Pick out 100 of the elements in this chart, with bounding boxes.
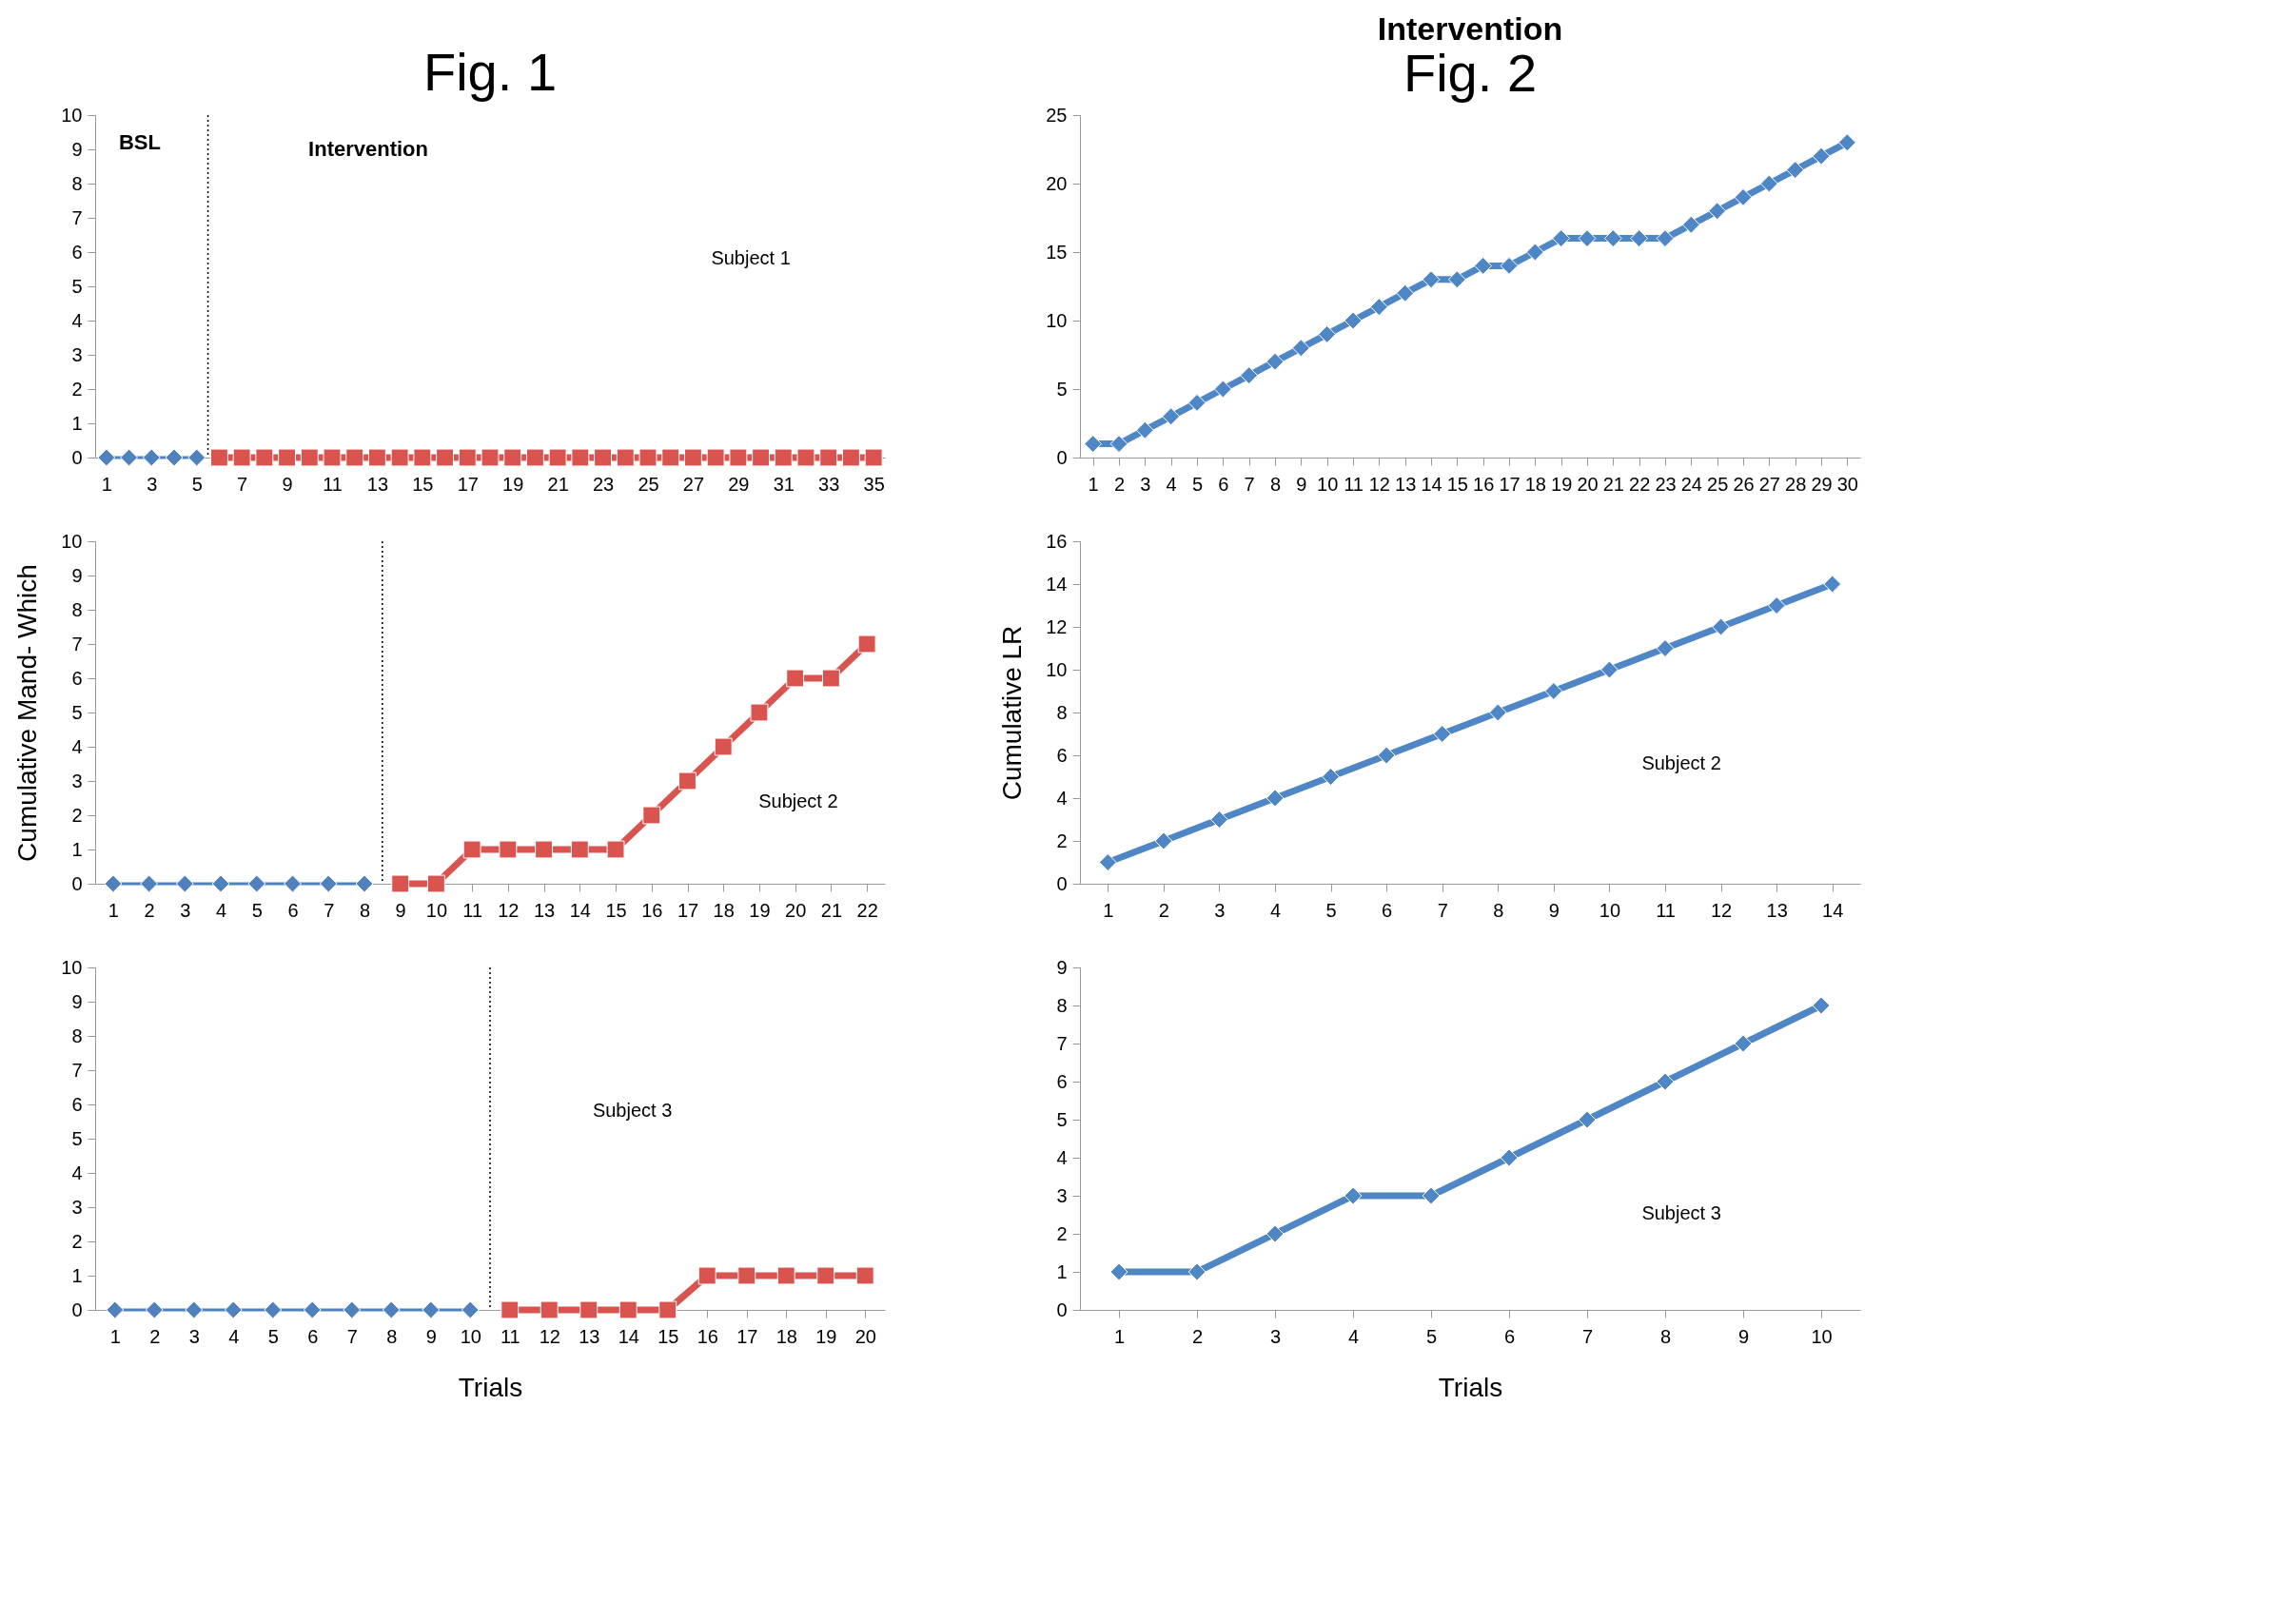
x-tick-label: 9 (282, 473, 293, 495)
x-tick-label: 4 (1347, 1325, 1360, 1347)
x-tick-label: 2 (149, 1325, 161, 1347)
x-tick-label: 13 (1766, 899, 1788, 921)
x-tick-label: 5 (191, 473, 203, 495)
y-tick-label: 5 (71, 275, 83, 297)
y-tick-label: 4 (1056, 787, 1068, 809)
y-tick-label: 6 (1056, 1070, 1068, 1092)
y-tick-label: 12 (1046, 615, 1068, 637)
y-tick-label: 4 (71, 309, 83, 331)
x-tick-label: 19 (1551, 473, 1573, 495)
y-tick-label: 4 (71, 735, 83, 757)
x-tick-label: 3 (1214, 899, 1226, 921)
x-tick-label: 12 (498, 899, 520, 921)
y-tick-label: 3 (71, 1196, 83, 1218)
y-tick-label: 8 (1056, 994, 1068, 1016)
x-tick-label: 31 (773, 473, 795, 495)
x-axis-title: Trials (1438, 1372, 1503, 1402)
y-tick-label: 3 (71, 343, 83, 365)
x-tick-label: 10 (1811, 1325, 1833, 1347)
x-tick-label: 12 (1368, 473, 1390, 495)
x-tick-label: 11 (323, 473, 343, 495)
y-tick-label: 8 (1056, 701, 1068, 723)
y-tick-label: 4 (1056, 1146, 1068, 1168)
y-tick-label: 20 (1046, 172, 1068, 194)
x-tick-label: 9 (395, 899, 406, 921)
x-tick-label: 16 (1473, 473, 1495, 495)
y-tick-label: 7 (71, 633, 83, 654)
x-tick-label: 16 (697, 1325, 718, 1347)
x-tick-label: 16 (641, 899, 663, 921)
x-tick-label: 3 (180, 899, 191, 921)
x-tick-label: 9 (1548, 899, 1560, 921)
y-tick-label: 8 (71, 1025, 83, 1046)
x-tick-label: 18 (1524, 473, 1546, 495)
x-tick-label: 18 (775, 1325, 797, 1347)
x-tick-label: 14 (1421, 473, 1442, 495)
x-tick-label: 20 (1577, 473, 1599, 495)
x-tick-label: 28 (1785, 473, 1807, 495)
y-tick-label: 5 (1056, 1108, 1068, 1130)
x-tick-label: 11 (1656, 899, 1676, 921)
x-tick-label: 13 (533, 899, 556, 921)
x-tick-label: 4 (1269, 899, 1282, 921)
y-tick-label: 1 (1056, 1260, 1068, 1282)
y-tick-label: 0 (1056, 1298, 1068, 1320)
y-tick-label: 10 (61, 956, 83, 978)
x-tick-label: 17 (457, 473, 479, 495)
x-tick-label: 5 (1425, 1325, 1438, 1347)
x-tick-label: 9 (425, 1325, 437, 1347)
x-tick-label: 6 (307, 1325, 319, 1347)
x-tick-label: 29 (1811, 473, 1833, 495)
x-tick-label: 24 (1680, 473, 1702, 495)
x-axis-title: Trials (458, 1372, 523, 1402)
annotation: Subject 2 (1641, 752, 1721, 773)
x-tick-label: 3 (147, 473, 158, 495)
x-tick-label: 13 (366, 473, 389, 495)
x-tick-label: 7 (1581, 1325, 1594, 1347)
y-tick-label: 5 (1056, 378, 1068, 400)
x-tick-label: 2 (1113, 473, 1126, 495)
x-tick-label: 26 (1733, 473, 1755, 495)
x-tick-label: 3 (188, 1325, 200, 1347)
x-tick-label: 11 (1344, 473, 1364, 495)
x-tick-label: 1 (1088, 473, 1099, 495)
annotation: Intervention (308, 137, 429, 161)
x-tick-label: 15 (1446, 473, 1468, 495)
x-tick-label: 29 (728, 473, 750, 495)
y-tick-label: 10 (61, 530, 83, 552)
y-tick-label: 9 (1056, 956, 1068, 978)
x-tick-label: 4 (228, 1325, 240, 1347)
y-tick-label: 5 (71, 1127, 83, 1149)
y-tick-label: 9 (71, 990, 83, 1012)
y-tick-label: 9 (71, 564, 83, 586)
x-tick-label: 25 (1707, 473, 1729, 495)
x-tick-label: 5 (267, 1325, 279, 1347)
annotation: Subject 1 (711, 247, 791, 269)
x-tick-label: 21 (1602, 473, 1624, 495)
x-tick-label: 7 (324, 899, 335, 921)
x-tick-label: 35 (863, 473, 885, 495)
y-tick-label: 9 (71, 138, 83, 160)
x-tick-label: 7 (1244, 473, 1255, 495)
x-tick-label: 5 (1325, 899, 1337, 921)
x-tick-label: 4 (1166, 473, 1177, 495)
x-tick-label: 9 (1737, 1325, 1750, 1347)
x-tick-label: 1 (108, 899, 119, 921)
y-tick-label: 0 (1056, 872, 1068, 894)
x-tick-label: 20 (854, 1325, 876, 1347)
y-tick-label: 0 (71, 1298, 83, 1320)
x-tick-label: 4 (215, 899, 227, 921)
x-tick-label: 18 (713, 899, 735, 921)
x-tick-label: 17 (736, 1325, 758, 1347)
y-tick-label: 25 (1046, 104, 1068, 126)
x-tick-label: 10 (1599, 899, 1621, 921)
x-tick-label: 6 (1503, 1325, 1516, 1347)
y-tick-label: 6 (71, 667, 83, 689)
x-tick-label: 19 (815, 1325, 837, 1347)
y-tick-label: 10 (1046, 658, 1068, 680)
y-tick-label: 16 (1046, 530, 1068, 552)
annotation: Subject 3 (1641, 1202, 1721, 1224)
x-tick-label: 30 (1836, 473, 1858, 495)
y-tick-label: 1 (71, 1264, 83, 1286)
x-tick-label: 12 (1710, 899, 1733, 921)
